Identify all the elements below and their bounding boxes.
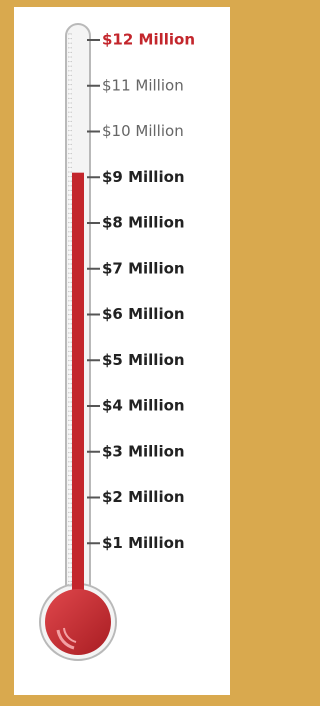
y-tick-label: $1 Million (102, 534, 185, 552)
y-tick-label: $4 Million (102, 397, 185, 415)
y-tick-label: $9 Million (102, 168, 185, 186)
y-tick-label: $7 Million (102, 259, 185, 277)
y-tick-label: $11 Million (102, 76, 184, 94)
mercury-column (72, 173, 84, 622)
bulb (45, 589, 111, 655)
y-tick-label: $6 Million (102, 305, 185, 323)
y-tick-label: $2 Million (102, 488, 185, 506)
y-tick-label: $8 Million (102, 214, 185, 232)
y-tick-label: $3 Million (102, 442, 185, 460)
y-tick-label: $12 Million (102, 31, 195, 49)
thermometer-chart: $1 Million $2 Million $3 Million $4 Million… (0, 0, 244, 702)
y-tick-label: $10 Million (102, 122, 184, 140)
y-tick-label: $5 Million (102, 351, 185, 369)
